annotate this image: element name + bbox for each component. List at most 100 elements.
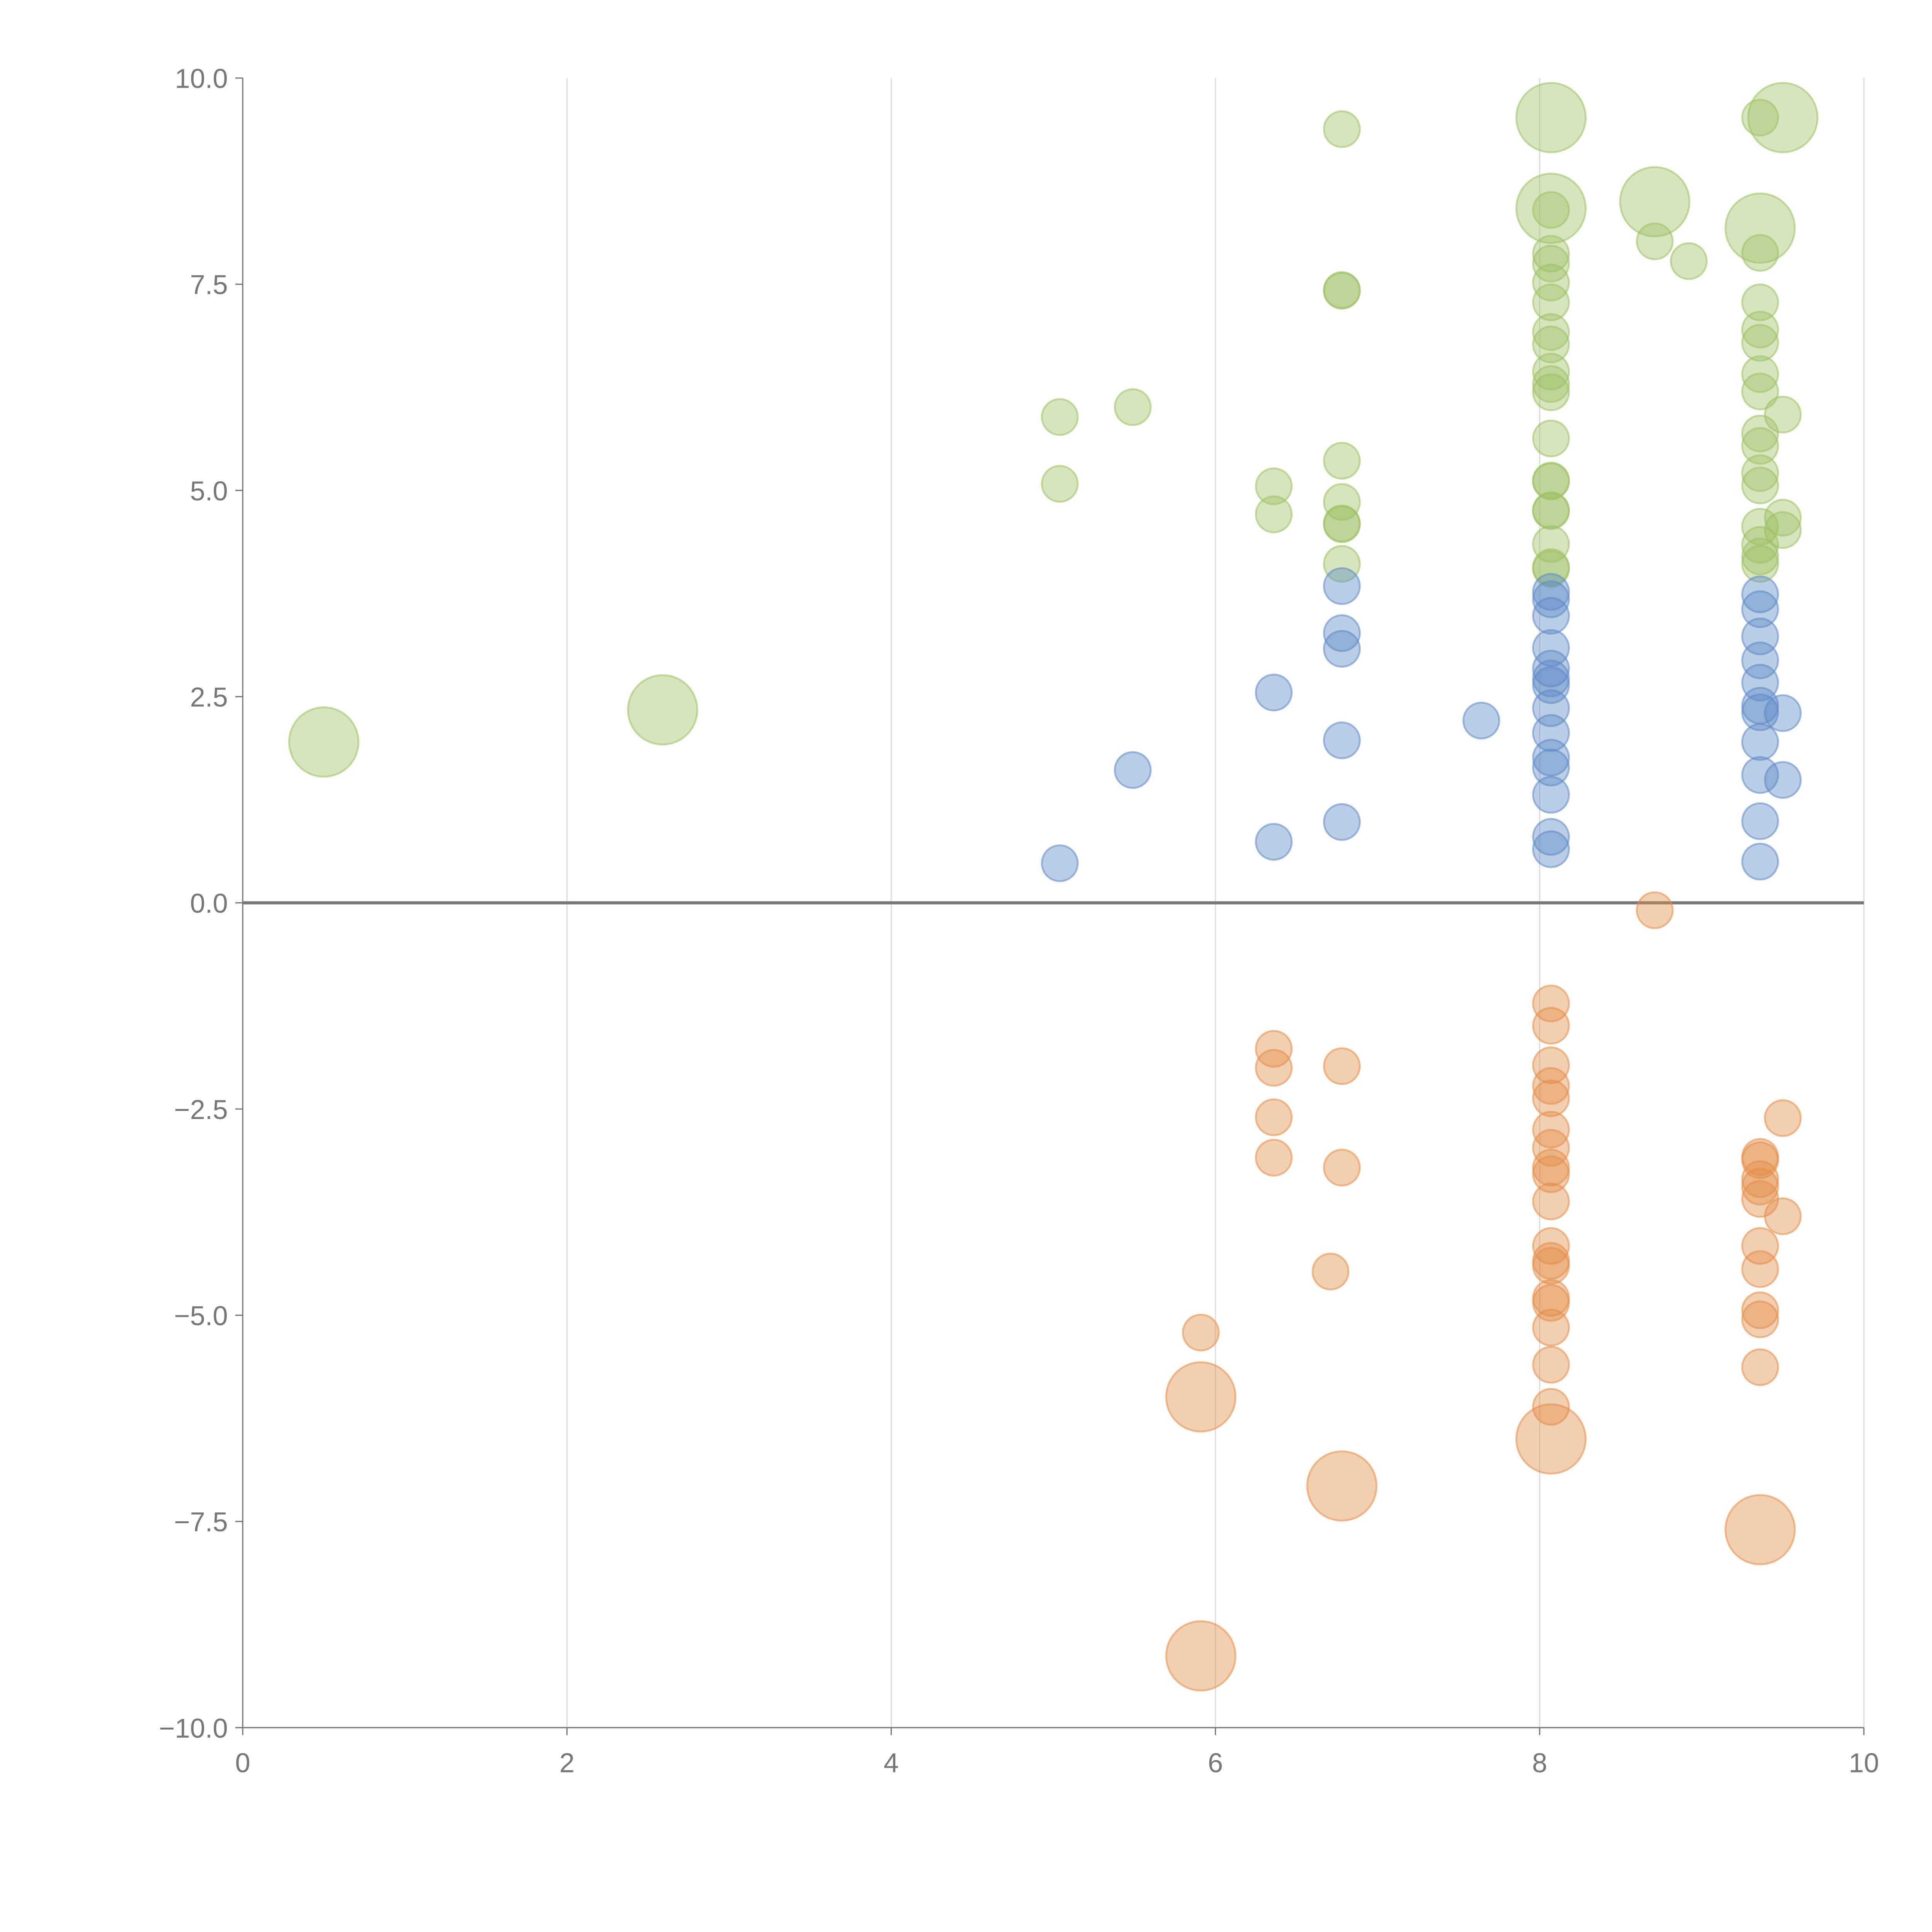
data-point-green — [1741, 372, 1779, 410]
data-point-orange — [1306, 1450, 1378, 1522]
data-point-green — [1619, 166, 1690, 238]
data-point-green — [1532, 365, 1570, 403]
data-point-orange — [1741, 1141, 1779, 1179]
series-blue — [1041, 567, 1802, 882]
data-point-orange — [1741, 1291, 1779, 1329]
data-point-blue — [1323, 630, 1361, 668]
data-point-orange — [1165, 1620, 1236, 1692]
data-point-green — [1255, 467, 1293, 505]
data-point-orange — [1741, 1250, 1779, 1288]
data-point-orange — [1323, 1148, 1361, 1187]
data-point-blue — [1741, 663, 1779, 702]
data-point-orange — [1532, 1388, 1570, 1426]
y-tick-label: −5.0 — [174, 1300, 228, 1331]
y-tick-label: −10.0 — [159, 1713, 228, 1743]
data-point-orange — [1741, 1167, 1779, 1206]
data-point-blue — [1532, 666, 1570, 704]
data-point-blue — [1741, 693, 1779, 731]
ticks: 0 2 4 6 8 10 10.0 7.5 5.0 2.5 0.0 −2.5 −5.0 −7.5 −10.0 — [159, 63, 1879, 1778]
data-point-green — [1323, 110, 1361, 148]
data-point-blue — [1741, 641, 1779, 679]
data-point-green — [1323, 545, 1361, 583]
data-point-blue — [1532, 776, 1570, 814]
data-point-green — [1741, 466, 1779, 505]
data-point-blue — [1741, 842, 1779, 881]
data-point-orange — [1532, 985, 1570, 1022]
data-point-orange — [1255, 1098, 1293, 1136]
data-point-orange — [1532, 1346, 1570, 1384]
data-point-blue — [1741, 575, 1779, 614]
data-point-green — [1764, 395, 1802, 434]
y-tick-label: 0.0 — [190, 888, 228, 918]
data-point-green — [1532, 462, 1570, 500]
data-point-green — [288, 706, 360, 778]
data-point-green — [1323, 271, 1361, 309]
series-orange — [1165, 891, 1802, 1692]
y-tick-label: 2.5 — [190, 682, 228, 713]
data-point-blue — [1741, 590, 1779, 628]
y-tick-label: 7.5 — [190, 269, 228, 300]
data-point-blue — [1323, 803, 1361, 841]
data-point-blue — [1532, 650, 1570, 688]
data-point-green — [1323, 442, 1361, 480]
data-point-blue — [1255, 673, 1293, 712]
data-point-green — [1114, 388, 1152, 426]
data-point-orange — [1532, 1079, 1570, 1117]
data-point-blue — [1741, 723, 1779, 761]
data-point-orange — [1532, 1007, 1570, 1045]
data-point-green — [1670, 242, 1708, 280]
data-point-green — [1741, 99, 1779, 137]
data-point-green — [1636, 222, 1674, 260]
data-point-orange — [1764, 1197, 1802, 1235]
data-point-orange — [1515, 1403, 1587, 1475]
data-point-green — [1255, 495, 1293, 534]
data-point-green — [1515, 173, 1587, 244]
data-point-green — [1323, 483, 1361, 521]
data-point-green — [1532, 191, 1570, 229]
data-point-green — [1764, 511, 1802, 549]
data-point-orange — [1311, 1252, 1350, 1291]
data-point-green — [1532, 492, 1570, 530]
data-point-blue — [1114, 751, 1152, 789]
x-tick-label: 10 — [1849, 1748, 1879, 1778]
y-tick-label: −7.5 — [174, 1507, 228, 1537]
data-point-orange — [1532, 1129, 1570, 1167]
data-point-blue — [1462, 701, 1500, 740]
data-point-blue — [1741, 802, 1779, 840]
data-point-blue — [1764, 694, 1802, 732]
data-point-green — [1741, 324, 1779, 362]
data-point-green — [1515, 82, 1587, 153]
data-point-green — [1532, 352, 1570, 391]
data-point-orange — [1255, 1049, 1293, 1087]
x-tick-label: 0 — [235, 1748, 250, 1778]
x-tick-label: 8 — [1532, 1748, 1547, 1778]
data-point-blue — [1764, 761, 1802, 799]
data-point-green — [1532, 235, 1570, 273]
data-point-green — [1532, 550, 1570, 588]
data-point-orange — [1255, 1030, 1293, 1068]
data-point-green — [1532, 283, 1570, 321]
data-point-green — [1741, 526, 1779, 564]
data-point-orange — [1323, 1047, 1361, 1085]
data-point-blue — [1323, 567, 1361, 605]
x-tick-label: 6 — [1208, 1748, 1223, 1778]
data-point-green — [1741, 454, 1779, 492]
y-tick-label: −2.5 — [174, 1094, 228, 1125]
data-point-blue — [1532, 629, 1570, 667]
data-point-green — [1323, 504, 1361, 543]
data-point-blue — [1532, 597, 1570, 635]
data-point-orange — [1165, 1361, 1236, 1433]
data-point-green — [1532, 313, 1570, 351]
data-point-orange — [1532, 1067, 1570, 1105]
data-point-orange — [1532, 1182, 1570, 1221]
data-point-orange — [1741, 1227, 1779, 1265]
x-tick-label: 2 — [560, 1748, 575, 1778]
data-point-orange — [1532, 1046, 1570, 1084]
data-point-blue — [1323, 721, 1361, 759]
data-point-green — [1741, 545, 1779, 583]
axes — [242, 78, 1864, 1728]
data-point-blue — [1532, 580, 1570, 618]
data-point-orange — [1182, 1313, 1220, 1352]
data-point-orange — [1741, 1300, 1779, 1338]
